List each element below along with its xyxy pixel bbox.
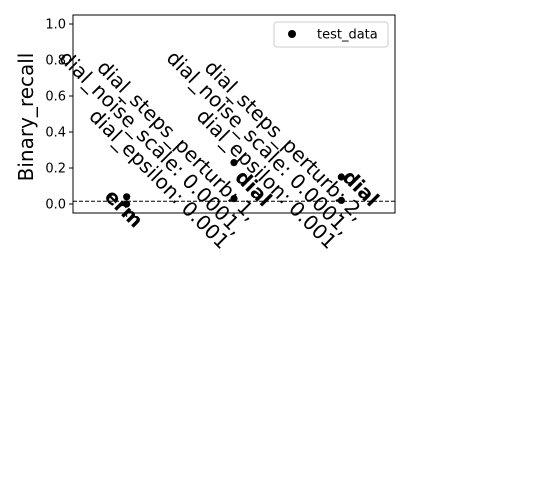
data-point (123, 200, 131, 208)
legend-label-test-data: test_data (317, 28, 378, 43)
data-point (123, 193, 131, 201)
y-tick-label: 0.0 (45, 198, 66, 213)
x-tick-label-method: erm (100, 184, 148, 232)
legend: test_data (273, 21, 389, 48)
x-tick-label: erm (100, 184, 148, 232)
data-point (337, 196, 345, 204)
y-tick-label: 0.8 (45, 54, 66, 69)
y-tick-label: 0.2 (45, 162, 66, 177)
data-point (230, 159, 238, 167)
legend-marker (288, 30, 296, 38)
y-axis-label: Binary_recall (14, 53, 38, 182)
data-point (230, 195, 238, 203)
y-tick-label: 0.6 (45, 90, 66, 105)
data-points (123, 159, 345, 208)
legend-box (273, 21, 389, 48)
y-axis-ticks: 0.0 0.2 0.4 0.6 0.8 1.0 (45, 18, 73, 213)
data-point (337, 173, 345, 181)
y-tick-label: 1.0 (45, 18, 66, 33)
y-tick-label: 0.4 (45, 126, 66, 141)
